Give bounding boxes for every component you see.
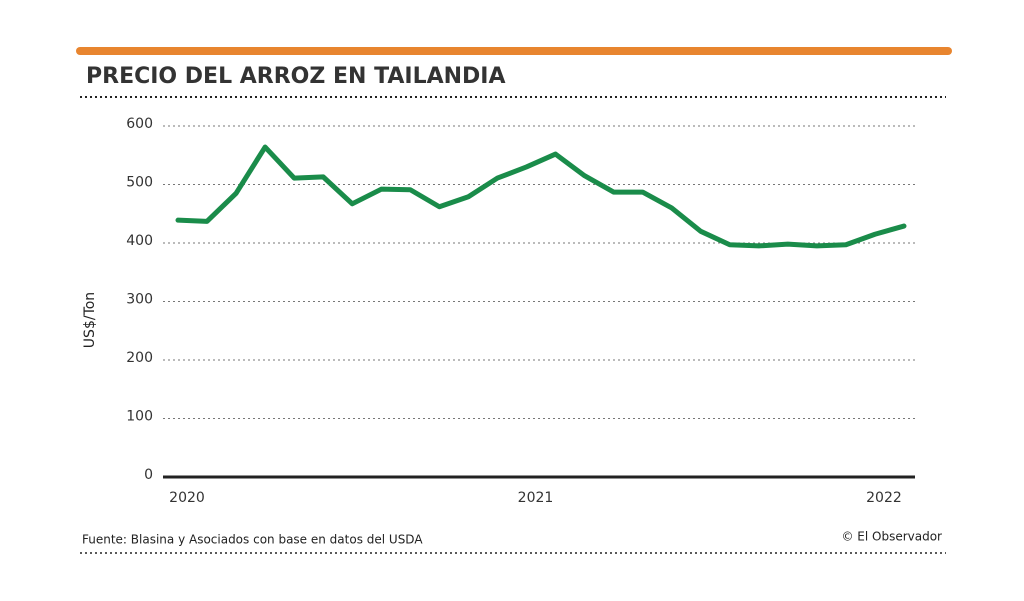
y-tick-label: 200 xyxy=(126,350,153,366)
y-tick-label: 500 xyxy=(126,175,153,191)
x-tick-label: 2020 xyxy=(169,490,205,506)
y-tick-label: 300 xyxy=(126,292,153,308)
x-tick-label: 2021 xyxy=(518,490,554,506)
y-axis-title: US$/Ton xyxy=(82,292,98,348)
chart-title: PRECIO DEL ARROZ EN TAILANDIA xyxy=(86,64,506,89)
y-tick-label: 0 xyxy=(144,467,153,483)
source: Fuente: Blasina y Asociados con base en … xyxy=(82,533,423,547)
y-tick-label: 400 xyxy=(126,233,153,249)
y-tick-label: 600 xyxy=(126,116,153,132)
y-tick-label: 100 xyxy=(126,409,153,425)
data-line xyxy=(175,144,907,249)
x-tick-label: 2022 xyxy=(866,490,902,506)
credit: © El Observador xyxy=(841,530,942,544)
